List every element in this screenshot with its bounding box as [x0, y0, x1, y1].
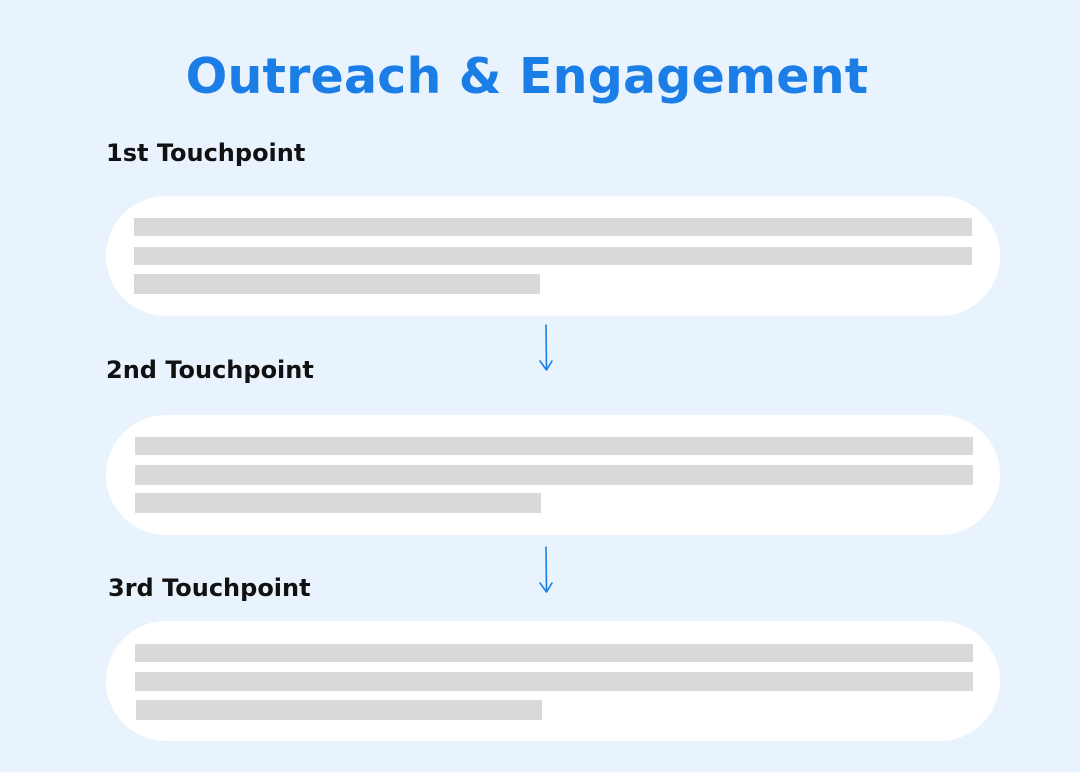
- arrow-down-icon: [539, 546, 553, 593]
- step-2-label: 2nd Touchpoint: [106, 356, 314, 384]
- diagram-title: Outreach & Engagement: [185, 48, 869, 105]
- text-placeholder-line: [134, 274, 540, 294]
- text-placeholder-line: [136, 700, 542, 720]
- step-3-label: 3rd Touchpoint: [108, 574, 311, 602]
- arrow-down-icon: [539, 324, 553, 371]
- text-placeholder-line: [134, 218, 972, 236]
- text-placeholder-line: [135, 437, 973, 455]
- text-placeholder-line: [135, 465, 973, 485]
- step-3-card: [106, 621, 1000, 741]
- text-placeholder-line: [135, 672, 973, 691]
- step-1-card: [106, 196, 1000, 316]
- step-2-card: [106, 415, 1000, 535]
- text-placeholder-line: [135, 493, 541, 513]
- text-placeholder-line: [135, 644, 973, 662]
- text-placeholder-line: [134, 247, 972, 265]
- step-1-label: 1st Touchpoint: [106, 139, 306, 167]
